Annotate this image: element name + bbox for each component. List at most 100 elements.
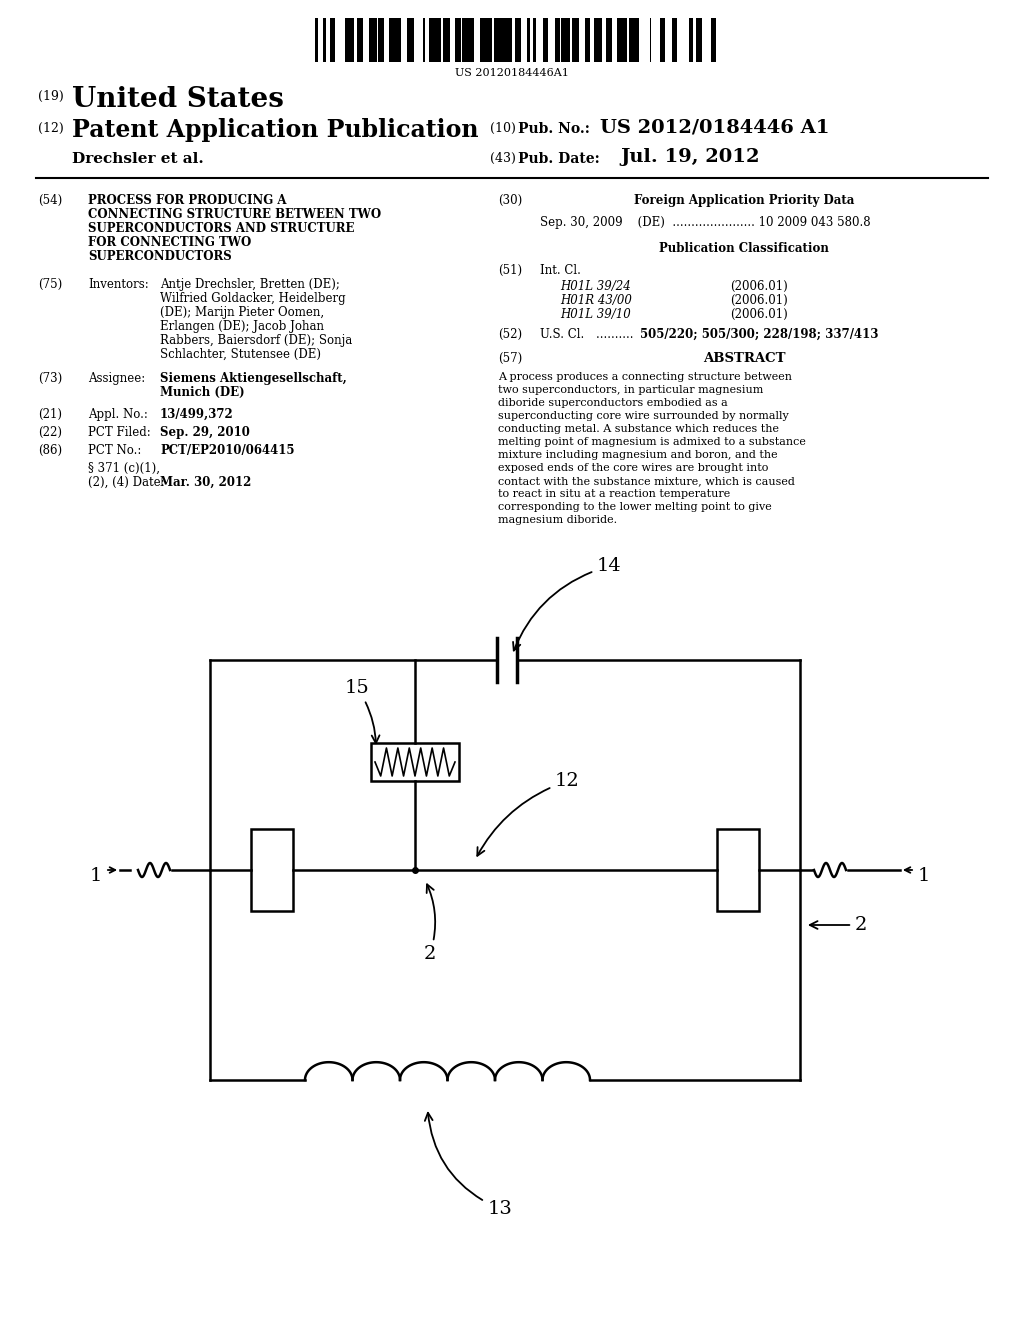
Bar bbox=[621, 18, 623, 62]
Text: (2006.01): (2006.01) bbox=[730, 280, 787, 293]
Bar bbox=[375, 18, 377, 62]
Bar bbox=[407, 18, 411, 62]
Text: FOR CONNECTING TWO: FOR CONNECTING TWO bbox=[88, 236, 251, 249]
Text: (19): (19) bbox=[38, 90, 63, 103]
Text: SUPERCONDUCTORS: SUPERCONDUCTORS bbox=[88, 249, 231, 263]
Bar bbox=[430, 18, 435, 62]
Bar bbox=[597, 18, 601, 62]
Text: ABSTRACT: ABSTRACT bbox=[702, 352, 785, 366]
Text: Sep. 30, 2009    (DE)  ...................... 10 2009 043 580.8: Sep. 30, 2009 (DE) .....................… bbox=[540, 216, 870, 228]
Text: PCT No.:: PCT No.: bbox=[88, 444, 141, 457]
Text: Pub. No.:: Pub. No.: bbox=[518, 121, 590, 136]
Bar bbox=[251, 829, 293, 911]
Text: 12: 12 bbox=[477, 772, 580, 855]
Text: (10): (10) bbox=[490, 121, 516, 135]
Bar bbox=[571, 18, 574, 62]
Text: PCT Filed:: PCT Filed: bbox=[88, 426, 151, 440]
Text: H01L 39/10: H01L 39/10 bbox=[560, 308, 631, 321]
Bar bbox=[372, 18, 375, 62]
Bar bbox=[516, 18, 520, 62]
Bar bbox=[435, 18, 439, 62]
Text: 14: 14 bbox=[513, 557, 622, 651]
Bar bbox=[360, 18, 362, 62]
Text: conducting metal. A substance which reduces the: conducting metal. A substance which redu… bbox=[498, 424, 779, 434]
Text: Appl. No.:: Appl. No.: bbox=[88, 408, 147, 421]
Bar bbox=[663, 18, 665, 62]
Bar bbox=[636, 18, 639, 62]
Text: (30): (30) bbox=[498, 194, 522, 207]
Bar bbox=[700, 18, 702, 62]
Text: ..........: .......... bbox=[596, 327, 637, 341]
Text: (43): (43) bbox=[490, 152, 516, 165]
Text: § 371 (c)(1),: § 371 (c)(1), bbox=[88, 462, 160, 475]
Bar bbox=[480, 18, 484, 62]
Bar bbox=[393, 18, 396, 62]
Text: (73): (73) bbox=[38, 372, 62, 385]
Bar bbox=[561, 18, 562, 62]
Bar bbox=[484, 18, 489, 62]
Bar bbox=[371, 743, 459, 781]
Text: Mar. 30, 2012: Mar. 30, 2012 bbox=[160, 477, 251, 488]
Bar bbox=[462, 18, 465, 62]
Bar bbox=[503, 18, 506, 62]
Bar bbox=[565, 18, 570, 62]
Text: (21): (21) bbox=[38, 408, 62, 421]
Text: (DE); Marijn Pieter Oomen,: (DE); Marijn Pieter Oomen, bbox=[160, 306, 325, 319]
Text: 15: 15 bbox=[345, 678, 380, 743]
Bar bbox=[500, 18, 503, 62]
Bar bbox=[588, 18, 590, 62]
Bar bbox=[610, 18, 612, 62]
Text: (57): (57) bbox=[498, 352, 522, 366]
Bar bbox=[447, 18, 450, 62]
Bar bbox=[469, 18, 474, 62]
Text: (86): (86) bbox=[38, 444, 62, 457]
Text: contact with the substance mixture, which is caused: contact with the substance mixture, whic… bbox=[498, 477, 795, 486]
Bar bbox=[717, 829, 759, 911]
Text: U.S. Cl.: U.S. Cl. bbox=[540, 327, 585, 341]
Bar bbox=[423, 18, 425, 62]
Text: A process produces a connecting structure between: A process produces a connecting structur… bbox=[498, 372, 792, 381]
Bar bbox=[596, 18, 597, 62]
Text: Drechsler et al.: Drechsler et al. bbox=[72, 152, 204, 166]
Text: H01R 43/00: H01R 43/00 bbox=[560, 294, 632, 308]
Text: (2), (4) Date:: (2), (4) Date: bbox=[88, 477, 165, 488]
Text: Sep. 29, 2010: Sep. 29, 2010 bbox=[160, 426, 250, 440]
Text: (51): (51) bbox=[498, 264, 522, 277]
Text: Rabbers, Baiersdorf (DE); Sonja: Rabbers, Baiersdorf (DE); Sonja bbox=[160, 334, 352, 347]
Bar bbox=[349, 18, 352, 62]
Text: Pub. Date:: Pub. Date: bbox=[518, 152, 600, 166]
Bar bbox=[330, 18, 335, 62]
Text: mixture including magnesium and boron, and the: mixture including magnesium and boron, a… bbox=[498, 450, 777, 459]
Bar bbox=[543, 18, 548, 62]
Text: Wilfried Goldacker, Heidelberg: Wilfried Goldacker, Heidelberg bbox=[160, 292, 346, 305]
Bar bbox=[711, 18, 716, 62]
Text: Foreign Application Priority Data: Foreign Application Priority Data bbox=[634, 194, 854, 207]
Bar bbox=[352, 18, 354, 62]
Bar bbox=[396, 18, 400, 62]
Text: superconducting core wire surrounded by normally: superconducting core wire surrounded by … bbox=[498, 411, 788, 421]
Text: (2006.01): (2006.01) bbox=[730, 294, 787, 308]
Text: 2: 2 bbox=[424, 884, 436, 964]
Bar bbox=[672, 18, 677, 62]
Text: magnesium diboride.: magnesium diboride. bbox=[498, 515, 617, 525]
Bar bbox=[429, 18, 430, 62]
Bar bbox=[388, 18, 393, 62]
Text: to react in situ at a reaction temperature: to react in situ at a reaction temperatu… bbox=[498, 488, 730, 499]
Bar bbox=[458, 18, 461, 62]
Bar bbox=[696, 18, 700, 62]
Bar bbox=[455, 18, 458, 62]
Bar bbox=[575, 18, 578, 62]
Bar bbox=[509, 18, 512, 62]
Bar bbox=[442, 18, 447, 62]
Text: Siemens Aktiengesellschaft,: Siemens Aktiengesellschaft, bbox=[160, 372, 347, 385]
Text: Munich (DE): Munich (DE) bbox=[160, 385, 245, 399]
Bar bbox=[574, 18, 575, 62]
Bar bbox=[526, 18, 529, 62]
Bar bbox=[411, 18, 414, 62]
Bar bbox=[465, 18, 467, 62]
Bar bbox=[578, 18, 579, 62]
Bar bbox=[316, 18, 318, 62]
Text: 1: 1 bbox=[918, 867, 931, 884]
Text: Jul. 19, 2012: Jul. 19, 2012 bbox=[620, 148, 760, 166]
Text: 13: 13 bbox=[425, 1113, 512, 1218]
